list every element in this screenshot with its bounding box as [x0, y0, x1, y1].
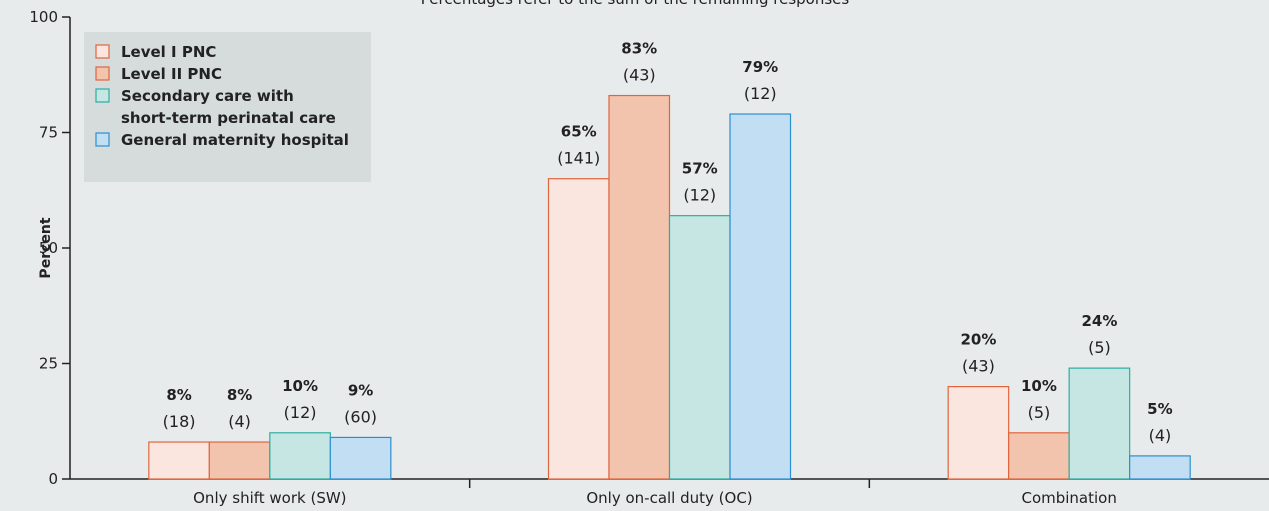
bar-count-label: (12) — [744, 84, 777, 103]
bar — [729, 113, 792, 480]
legend-item: General maternity hospital — [95, 131, 349, 149]
bar — [269, 432, 331, 480]
bar-percent-label: 79% — [742, 58, 778, 76]
bar-labels: 8% (18) 8% (4) 10% (12) 9% (60) 65% (141) 83% (43) 5… — [163, 40, 1173, 445]
bar-count-label: (12) — [683, 186, 716, 205]
bar-count-label: (4) — [228, 412, 251, 431]
legend-label: short-term perinatal care — [121, 109, 336, 127]
bar — [208, 441, 271, 480]
bar-count-label: (141) — [557, 149, 600, 168]
legend-label: Secondary care with — [121, 87, 294, 105]
chart-subtitle: Percentages refer to the sum of the rema… — [421, 0, 850, 8]
bar-count-label: (60) — [344, 407, 377, 426]
legend-label: Level II PNC — [121, 65, 222, 83]
bars — [148, 94, 1191, 480]
bar-count-label: (5) — [1088, 338, 1111, 357]
legend-item: Level I PNC — [95, 43, 216, 61]
bar-count-label: (43) — [962, 357, 995, 376]
bar-count-label: (5) — [1028, 403, 1051, 422]
y-tick-label: 25 — [39, 355, 58, 373]
bar-count-label: (12) — [284, 403, 317, 422]
bar — [668, 215, 731, 480]
x-category-label: Only on-call duty (OC) — [586, 489, 752, 507]
bar — [1008, 432, 1070, 480]
y-axis-label: Percent — [38, 217, 54, 278]
bar-percent-label: 57% — [682, 160, 718, 178]
bar-percent-label: 8% — [166, 386, 191, 404]
y-tick-label: 0 — [48, 470, 58, 488]
bar — [1129, 455, 1191, 480]
y-tick-label: 100 — [29, 8, 58, 26]
bar-count-label: (18) — [163, 412, 196, 431]
legend-swatch — [95, 44, 110, 59]
x-category-label: Combination — [1021, 489, 1116, 507]
bar-percent-label: 10% — [282, 377, 318, 395]
y-tick-label: 50 — [39, 239, 58, 257]
bar-percent-label: 8% — [227, 386, 252, 404]
bar-count-label: (43) — [623, 66, 656, 85]
y-tick-label: 75 — [39, 124, 58, 142]
legend: Level I PNC Level II PNC Secondary care wi… — [84, 32, 371, 182]
legend-box — [84, 32, 371, 182]
legend-swatch — [95, 88, 110, 103]
bar — [547, 178, 610, 480]
legend-label: General maternity hospital — [121, 131, 349, 149]
legend-label: Level I PNC — [121, 43, 216, 61]
bar-percent-label: 5% — [1147, 400, 1172, 418]
bar — [1068, 367, 1131, 480]
x-category-label: Only shift work (SW) — [193, 489, 346, 507]
bar-percent-label: 83% — [621, 40, 657, 58]
legend-swatch — [95, 66, 110, 81]
bar — [947, 386, 1010, 480]
bar-percent-label: 24% — [1081, 312, 1117, 330]
bar-percent-label: 9% — [348, 381, 373, 399]
bar-percent-label: 65% — [561, 123, 597, 141]
legend-item: Level II PNC — [95, 65, 222, 83]
legend-item: Secondary care with short-term perinatal … — [95, 87, 336, 127]
bar-percent-label: 20% — [960, 331, 996, 349]
legend-swatch — [95, 132, 110, 147]
bar — [329, 436, 392, 480]
bar-percent-label: 10% — [1021, 377, 1057, 395]
bar — [608, 94, 671, 480]
bar-count-label: (4) — [1149, 426, 1172, 445]
bar — [148, 441, 210, 480]
